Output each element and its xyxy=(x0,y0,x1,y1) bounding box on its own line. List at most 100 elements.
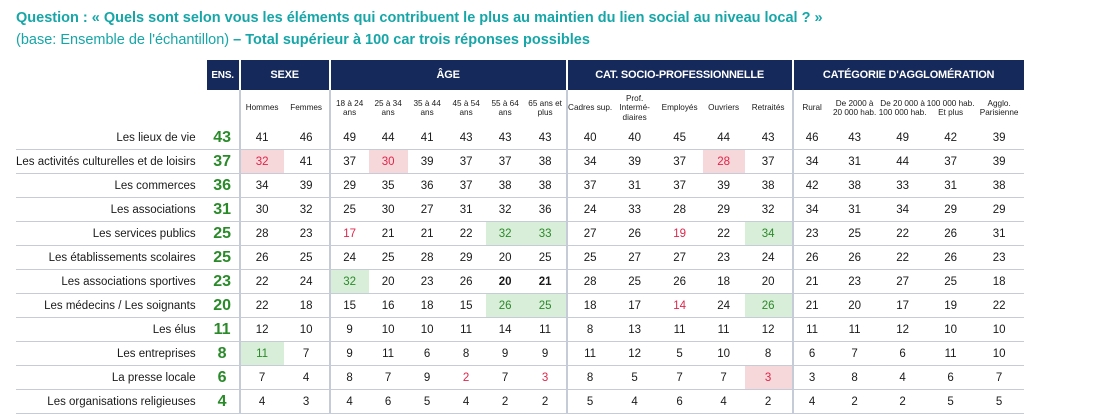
row-label: Les entreprises xyxy=(16,341,206,366)
table-row: Les associations 31 30 32 25 30 27 31 32 36 24 33 28… xyxy=(16,197,1024,222)
data-cell: 26 xyxy=(485,293,525,318)
data-cell: 23 xyxy=(283,221,330,246)
data-cell: 34 xyxy=(565,149,613,174)
data-cell: 38 xyxy=(974,173,1024,198)
data-cell: 31 xyxy=(446,197,486,222)
data-cell: 11 xyxy=(830,317,879,342)
data-cell: 19 xyxy=(926,293,975,318)
data-cell: 38 xyxy=(744,173,793,198)
row-label: Les associations sportives xyxy=(16,269,206,294)
data-cell: 43 xyxy=(744,126,793,150)
data-cell: 7 xyxy=(656,365,703,390)
data-cell: 8 xyxy=(565,365,613,390)
table-row: Les activités culturelles et de loisirs 3… xyxy=(16,149,1024,174)
data-cell: 14 xyxy=(656,293,703,318)
row-label: La presse locale xyxy=(16,365,206,390)
column-header: 18 à 24 ans xyxy=(328,90,369,126)
data-cell: 26 xyxy=(791,245,831,270)
data-cell: 34 xyxy=(791,149,831,174)
data-cell: 29 xyxy=(328,173,369,198)
data-cell: 10 xyxy=(368,317,408,342)
data-cell: 42 xyxy=(926,126,975,150)
data-cell: 20 xyxy=(368,269,408,294)
data-cell: 25 xyxy=(524,245,567,270)
data-cell: 23 xyxy=(974,245,1024,270)
data-cell: 24 xyxy=(702,293,745,318)
data-cell: 3 xyxy=(744,365,793,390)
data-cell: 44 xyxy=(702,126,745,150)
data-cell: 20 xyxy=(485,245,525,270)
data-cell: 29 xyxy=(974,197,1024,222)
data-cell: 41 xyxy=(238,126,284,150)
header-blank xyxy=(16,60,206,90)
data-cell: 17 xyxy=(878,293,927,318)
data-cell: 37 xyxy=(446,149,486,174)
data-cell: 40 xyxy=(612,126,657,150)
data-cell: 3 xyxy=(791,365,831,390)
data-cell: 21 xyxy=(368,221,408,246)
data-cell: 34 xyxy=(238,173,284,198)
ens-value: 37 xyxy=(205,149,240,174)
data-cell: 22 xyxy=(974,293,1024,318)
table-row: Les commerces 36 34 39 29 35 36 37 38 38 37 31 37 39 3… xyxy=(16,173,1024,198)
data-cell: 27 xyxy=(407,197,447,222)
data-cell: 23 xyxy=(791,221,831,246)
data-cell: 28 xyxy=(702,149,745,174)
data-cell: 43 xyxy=(485,126,525,150)
data-cell: 13 xyxy=(612,317,657,342)
data-cell: 10 xyxy=(407,317,447,342)
data-cell: 25 xyxy=(328,197,369,222)
question-base-note: (base: Ensemble de l'échantillon) – Tota… xyxy=(16,32,590,48)
group-header: ÂGE xyxy=(328,60,567,90)
data-cell: 31 xyxy=(926,173,975,198)
ens-value: 8 xyxy=(205,341,240,366)
data-cell: 7 xyxy=(485,365,525,390)
data-cell: 38 xyxy=(524,173,567,198)
data-cell: 28 xyxy=(656,197,703,222)
column-header: 25 à 34 ans xyxy=(374,98,402,118)
data-cell: 31 xyxy=(830,197,879,222)
data-cell: 26 xyxy=(238,245,284,270)
data-cell: 40 xyxy=(565,126,613,150)
column-header: Employés xyxy=(661,103,698,113)
data-cell: 25 xyxy=(830,221,879,246)
data-cell: 28 xyxy=(407,245,447,270)
data-cell: 37 xyxy=(744,149,793,174)
data-cell: 7 xyxy=(283,341,330,366)
data-cell: 39 xyxy=(612,149,657,174)
data-cell: 24 xyxy=(565,197,613,222)
data-cell: 38 xyxy=(485,173,525,198)
column-header: 35 à 44 ans xyxy=(413,98,441,118)
column-header: 45 à 54 ans xyxy=(452,98,480,118)
subheader-ens-blank xyxy=(206,90,240,126)
data-cell: 7 xyxy=(702,365,745,390)
table-row: Les élus 11 12 10 9 10 10 11 14 11 8 13 11 11 12 11 11 12… xyxy=(16,317,1024,342)
data-cell: 43 xyxy=(446,126,486,150)
data-cell: 26 xyxy=(656,269,703,294)
data-cell: 10 xyxy=(926,317,975,342)
data-cell: 20 xyxy=(830,293,879,318)
data-cell: 37 xyxy=(565,173,613,198)
data-cell: 4 xyxy=(878,365,927,390)
column-header: Prof. Intermé-diaires xyxy=(619,93,650,122)
subheader-blank xyxy=(16,90,206,126)
data-cell: 37 xyxy=(485,149,525,174)
column-header: De 2000 à 20 000 hab. xyxy=(832,98,877,118)
data-cell: 15 xyxy=(328,293,369,318)
data-cell: 8 xyxy=(446,341,486,366)
group-header: SEXE xyxy=(238,60,330,90)
column-header: Cadres sup. xyxy=(565,90,613,126)
data-cell: 39 xyxy=(974,149,1024,174)
data-cell: 7 xyxy=(974,365,1024,390)
data-cell: 25 xyxy=(283,245,330,270)
data-cell: 25 xyxy=(368,245,408,270)
data-cell: 14 xyxy=(485,317,525,342)
data-cell: 11 xyxy=(446,317,486,342)
data-cell: 7 xyxy=(238,365,284,390)
data-cell: 23 xyxy=(407,269,447,294)
data-cell: 17 xyxy=(612,293,657,318)
data-cell: 39 xyxy=(974,126,1024,150)
data-cell: 9 xyxy=(328,341,369,366)
data-cell: 5 xyxy=(612,365,657,390)
data-cell: 26 xyxy=(744,293,793,318)
